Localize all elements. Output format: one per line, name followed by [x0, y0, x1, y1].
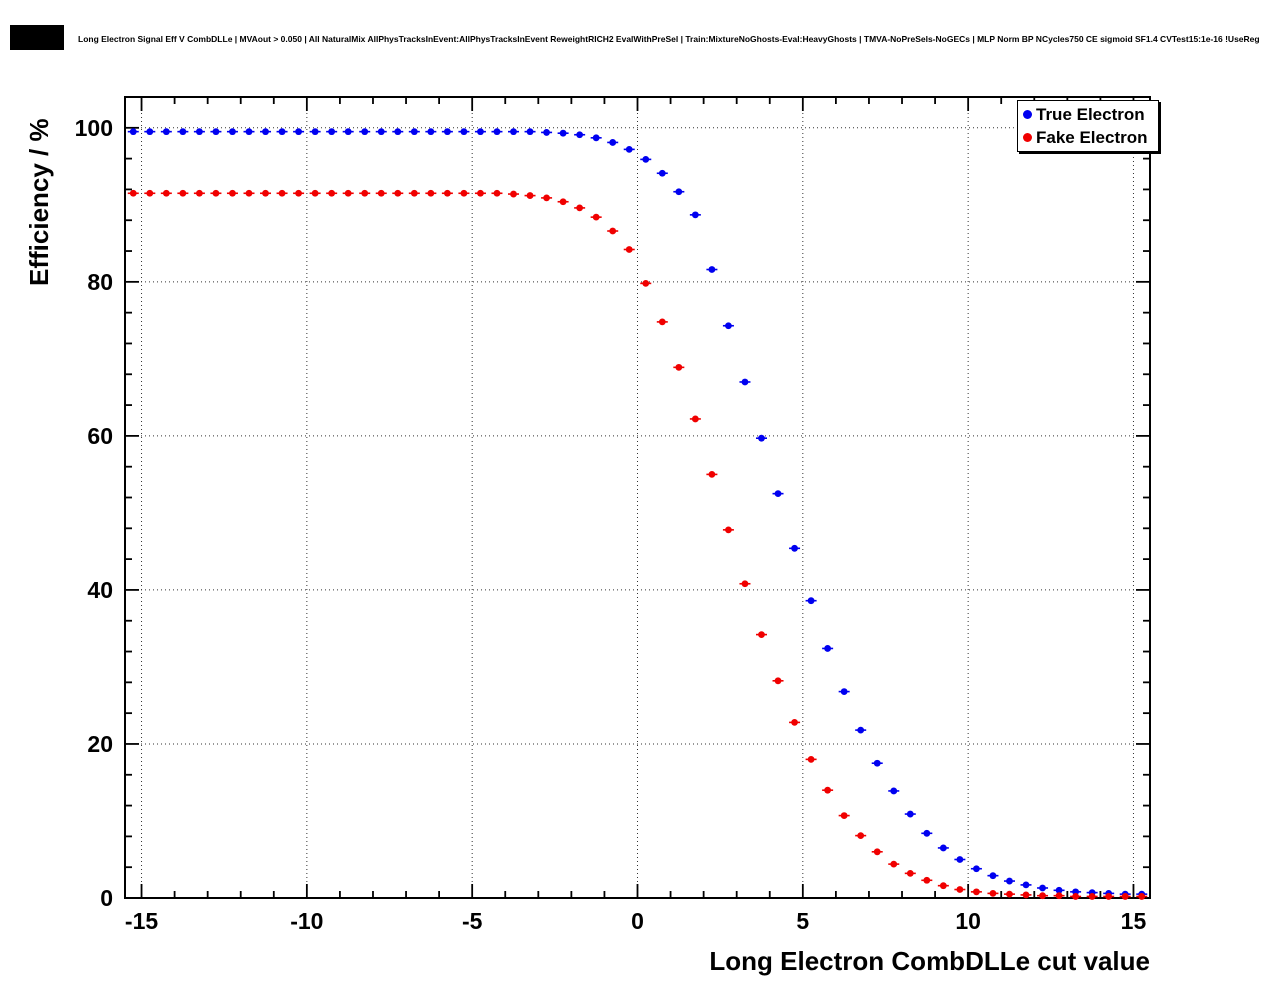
legend-item-true-electron: True Electron	[1018, 103, 1158, 126]
legend-marker-fake-electron	[1023, 133, 1032, 142]
legend-item-fake-electron: Fake Electron	[1018, 126, 1158, 149]
series-true-electron	[127, 128, 1148, 898]
y-tick-label: 60	[87, 422, 113, 449]
series-fake-electron	[127, 189, 1148, 900]
title-accent-box	[10, 25, 64, 50]
tick-marks	[125, 96, 1150, 899]
y-tick-label: 0	[100, 885, 113, 911]
legend-label-true-electron: True Electron	[1036, 104, 1145, 124]
x-tick-label: -15	[124, 908, 159, 934]
y-tick-label: 40	[87, 576, 113, 603]
x-axis-title: Long Electron CombDLLe cut value	[709, 946, 1150, 976]
plot-title: Long Electron Signal Eff V CombDLLe | MV…	[78, 34, 1260, 44]
legend: True Electron Fake Electron	[1017, 100, 1159, 152]
y-tick-label: 80	[87, 268, 113, 295]
y-tick-label: 20	[87, 730, 113, 757]
x-tick-label: -10	[290, 908, 324, 934]
y-axis-title: Efficiency / %	[24, 118, 54, 286]
legend-label-fake-electron: Fake Electron	[1036, 127, 1148, 147]
x-tick-label: 5	[796, 908, 810, 934]
y-tick-label: 100	[74, 114, 113, 141]
x-tick-label: 10	[955, 908, 981, 934]
legend-marker-true-electron	[1023, 110, 1032, 119]
x-tick-label: -5	[461, 908, 483, 934]
x-tick-label: 15	[1120, 908, 1147, 934]
x-tick-label: 0	[631, 908, 644, 934]
gridlines	[125, 97, 1150, 898]
